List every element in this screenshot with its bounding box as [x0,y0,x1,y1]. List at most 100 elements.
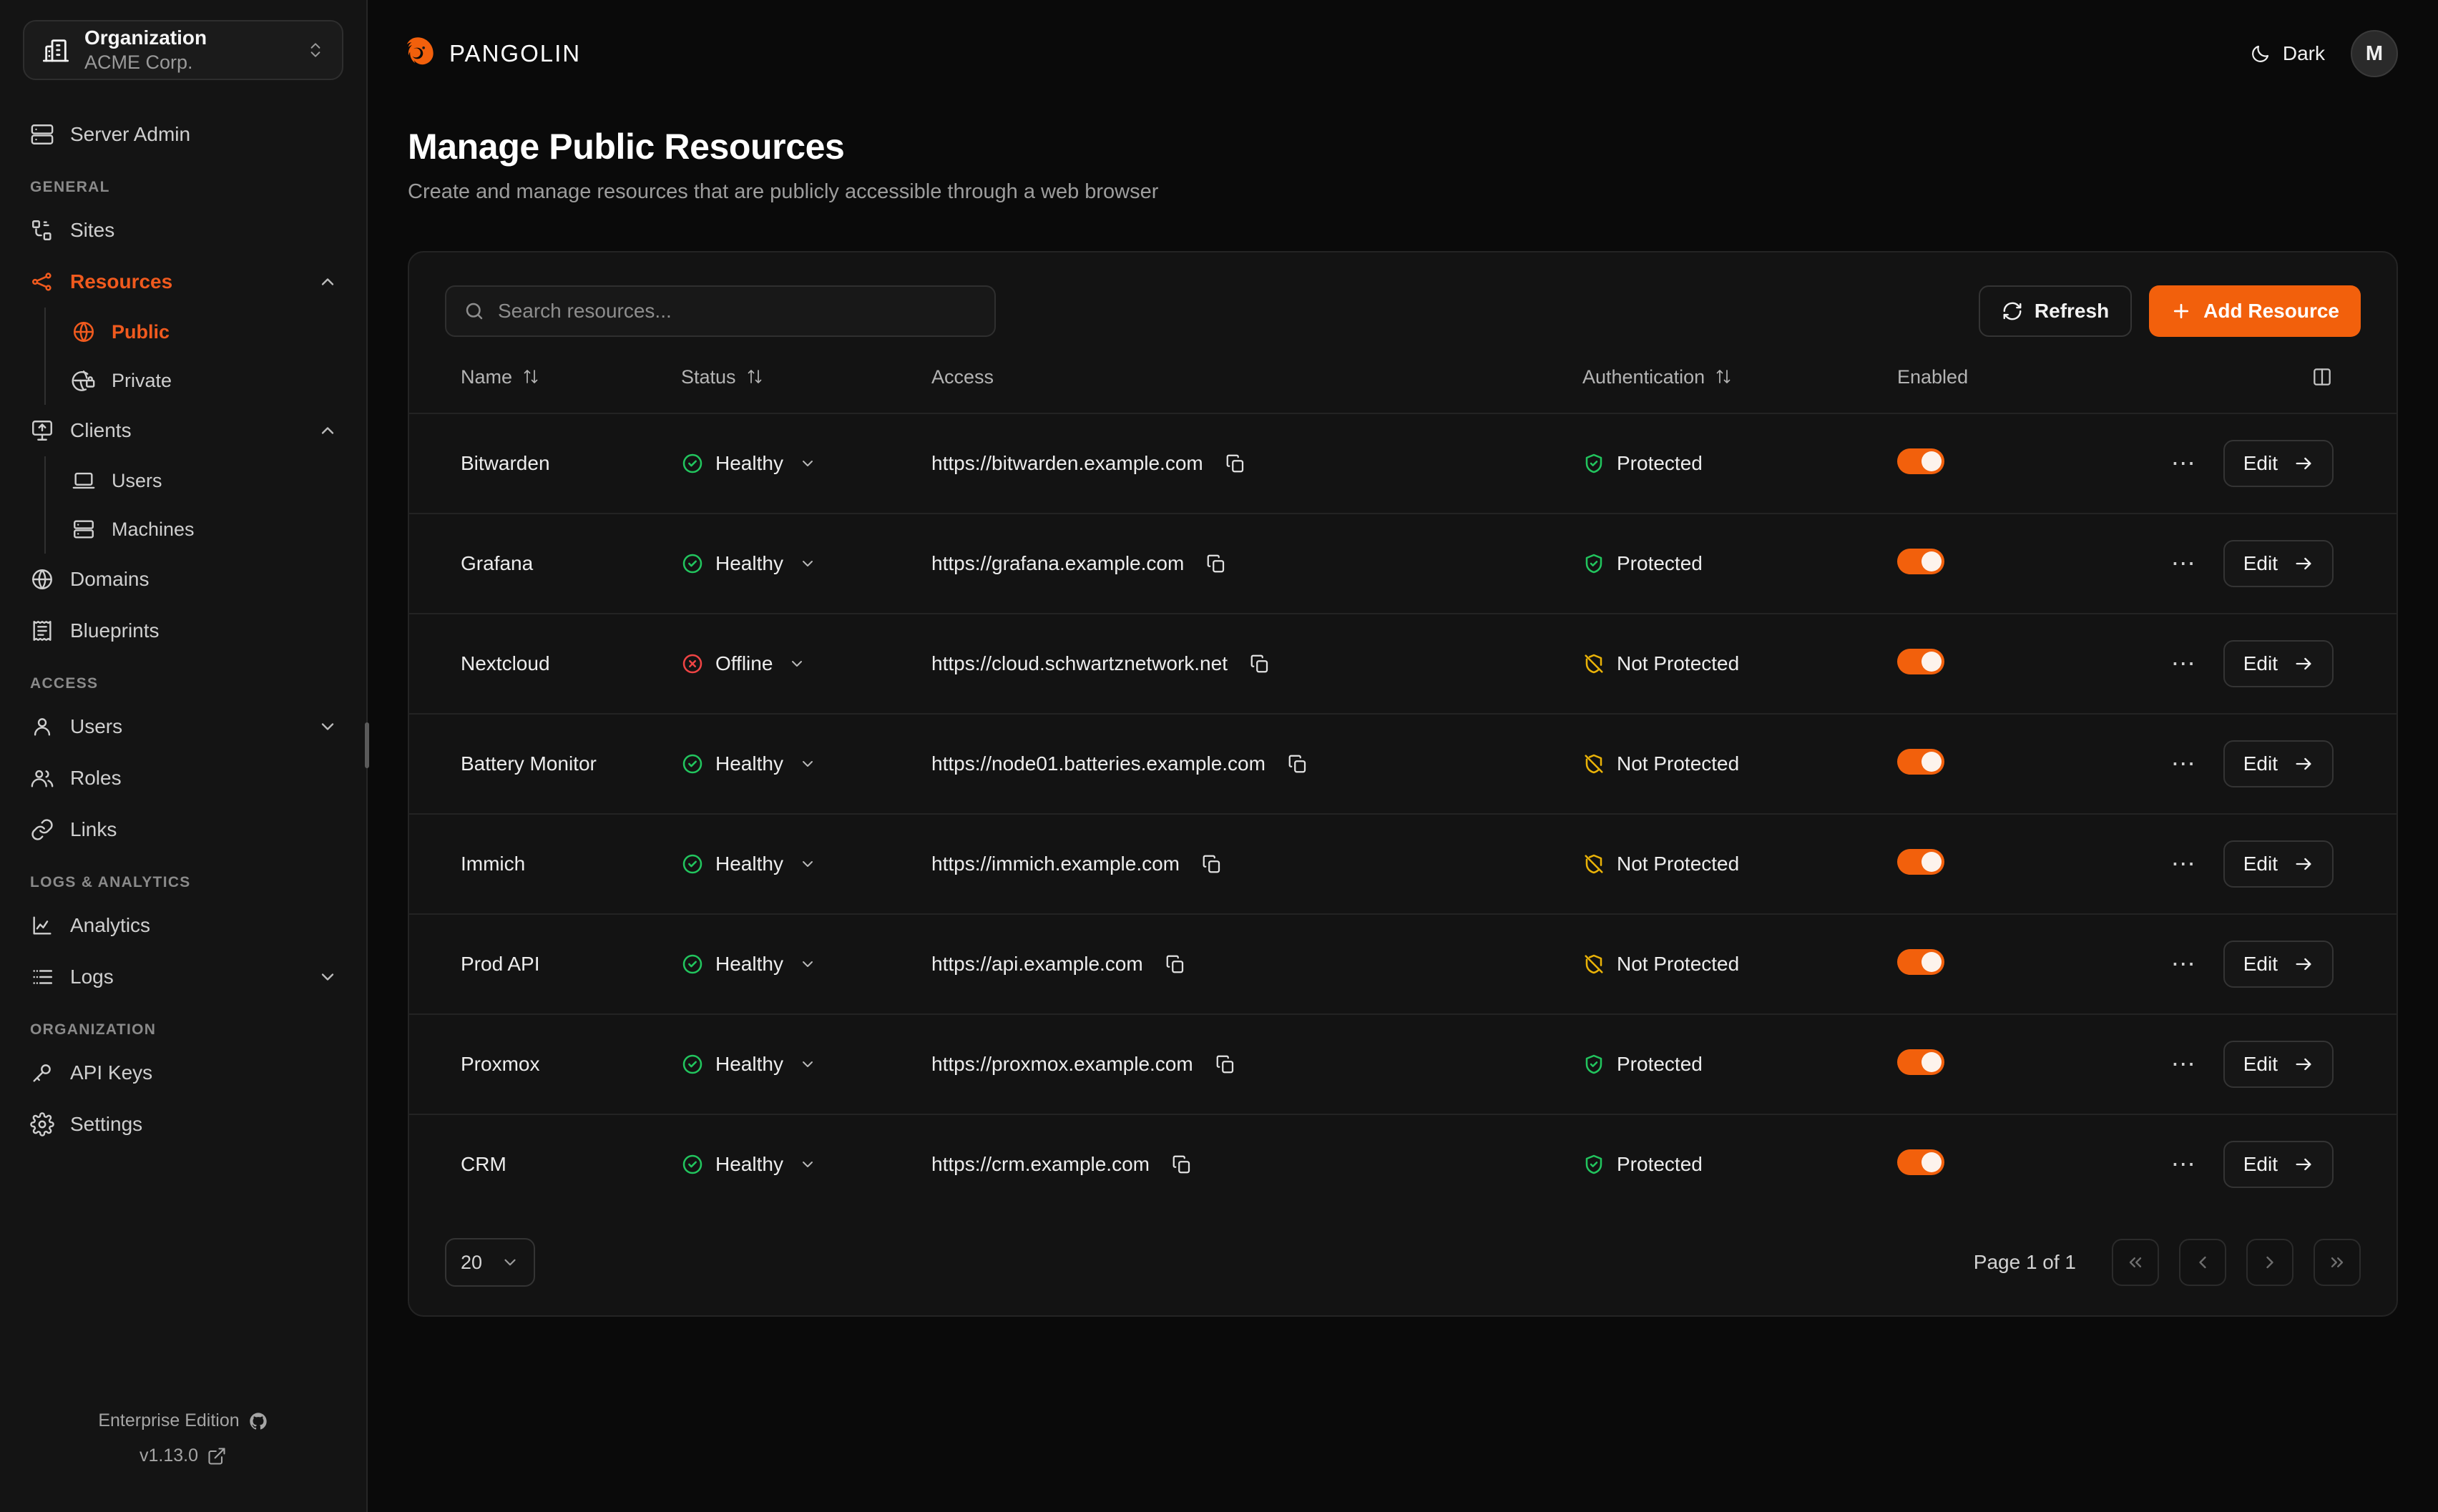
sidebar-item-clients[interactable]: Clients [0,405,366,456]
cell-status[interactable]: Healthy [681,713,931,814]
copy-icon[interactable] [1249,653,1271,674]
resource-url[interactable]: https://proxmox.example.com [931,1053,1193,1075]
sidebar-item-resources[interactable]: Resources [0,256,366,308]
table-row[interactable]: Proxmox Healthy https://proxmox.example.co… [409,1013,2397,1114]
copy-icon[interactable] [1201,853,1223,875]
copy-icon[interactable] [1287,753,1308,775]
enabled-toggle[interactable] [1897,848,1944,875]
next-page-button[interactable] [2246,1239,2293,1286]
table-row[interactable]: Prod API Healthy https://api.example.com No… [409,913,2397,1014]
resource-url[interactable]: https://crm.example.com [931,1153,1150,1175]
edit-button[interactable]: Edit [2223,440,2334,487]
resource-url[interactable]: https://grafana.example.com [931,552,1185,574]
chevron-down-icon[interactable] [318,717,338,737]
table-row[interactable]: CRM Healthy https://crm.example.com Protect… [409,1114,2397,1214]
copy-icon[interactable] [1171,1154,1193,1175]
last-page-button[interactable] [2314,1239,2361,1286]
table-row[interactable]: Immich Healthy https://immich.example.com N… [409,813,2397,914]
ellipsis-icon[interactable]: ⋯ [2170,650,2198,677]
prev-page-button[interactable] [2179,1239,2226,1286]
sidebar-item-analytics[interactable]: Analytics [0,900,366,951]
chevron-down-icon[interactable] [799,956,816,973]
sidebar-item-private[interactable]: Private [46,356,366,405]
sidebar-item-machines[interactable]: Machines [46,505,366,554]
sidebar-item-public[interactable]: Public [46,308,366,356]
ellipsis-icon[interactable]: ⋯ [2170,750,2198,777]
sidebar-item-domains[interactable]: Domains [0,554,366,605]
cell-status[interactable]: Healthy [681,513,931,614]
page-size-select[interactable]: 20 [445,1238,535,1287]
edit-button[interactable]: Edit [2223,540,2334,587]
search-input[interactable] [498,300,977,323]
sidebar-item-logs[interactable]: Logs [0,951,366,1003]
sidebar-item-api-keys[interactable]: API Keys [0,1047,366,1099]
sidebar-item-users[interactable]: Users [0,701,366,752]
ellipsis-icon[interactable]: ⋯ [2170,1151,2198,1178]
copy-icon[interactable] [1205,553,1227,574]
org-switcher[interactable]: Organization ACME Corp. [23,20,343,80]
column-header-name[interactable]: Name [409,365,681,413]
cell-status[interactable]: Healthy [681,913,931,1014]
sidebar-item-settings[interactable]: Settings [0,1099,366,1150]
resource-url[interactable]: https://bitwarden.example.com [931,452,1203,474]
sidebar-item-server-admin[interactable]: Server Admin [0,109,366,160]
cell-status[interactable]: Healthy [681,1114,931,1214]
enabled-toggle[interactable] [1897,448,1944,474]
chevron-up-icon[interactable] [318,421,338,441]
refresh-button[interactable]: Refresh [1978,285,2133,337]
theme-toggle[interactable]: Dark [2250,42,2325,65]
sort-icon[interactable] [746,368,763,386]
column-header-authentication[interactable]: Authentication [1582,365,1897,413]
enabled-toggle[interactable] [1897,948,1944,975]
cell-status[interactable]: Offline [681,613,931,714]
external-link-icon[interactable] [207,1446,227,1466]
column-header-status[interactable]: Status [681,365,931,413]
chevron-up-icon[interactable] [318,272,338,292]
enabled-toggle[interactable] [1897,1049,1944,1075]
chevron-down-icon[interactable] [799,1156,816,1173]
ellipsis-icon[interactable]: ⋯ [2170,951,2198,978]
columns-icon[interactable] [2311,365,2334,388]
edit-button[interactable]: Edit [2223,740,2334,787]
cell-status[interactable]: Healthy [681,413,931,514]
enabled-toggle[interactable] [1897,748,1944,775]
sidebar-item-blueprints[interactable]: Blueprints [0,605,366,657]
chevron-down-icon[interactable] [799,855,816,873]
edit-button[interactable]: Edit [2223,840,2334,888]
chevron-down-icon[interactable] [788,655,806,672]
first-page-button[interactable] [2112,1239,2159,1286]
ellipsis-icon[interactable]: ⋯ [2170,1051,2198,1078]
sort-icon[interactable] [1715,368,1732,386]
chevron-down-icon[interactable] [799,555,816,572]
resource-url[interactable]: https://api.example.com [931,953,1143,975]
ellipsis-icon[interactable]: ⋯ [2170,850,2198,878]
edit-button[interactable]: Edit [2223,1041,2334,1088]
cell-status[interactable]: Healthy [681,1013,931,1114]
sidebar-item-roles[interactable]: Roles [0,752,366,804]
edit-button[interactable]: Edit [2223,1141,2334,1188]
sidebar-resize-handle[interactable] [365,722,369,768]
cell-status[interactable]: Healthy [681,813,931,914]
chevron-down-icon[interactable] [318,967,338,987]
table-row[interactable]: Bitwarden Healthy https://bitwarden.exampl… [409,413,2397,514]
chevron-down-icon[interactable] [799,455,816,472]
copy-icon[interactable] [1225,453,1246,474]
resource-url[interactable]: https://immich.example.com [931,853,1180,875]
edition-line[interactable]: Enterprise Edition [0,1410,366,1431]
ellipsis-icon[interactable]: ⋯ [2170,550,2198,577]
enabled-toggle[interactable] [1897,548,1944,574]
sort-icon[interactable] [522,368,539,386]
enabled-toggle[interactable] [1897,648,1944,674]
table-row[interactable]: Grafana Healthy https://grafana.example.co… [409,513,2397,614]
sidebar-item-users-clients[interactable]: Users [46,456,366,505]
sidebar-item-sites[interactable]: Sites [0,205,366,256]
enabled-toggle[interactable] [1897,1149,1944,1175]
copy-icon[interactable] [1165,953,1186,975]
add-resource-button[interactable]: Add Resource [2149,285,2361,337]
edit-button[interactable]: Edit [2223,941,2334,988]
chevron-down-icon[interactable] [799,1056,816,1073]
search-box[interactable] [445,285,996,337]
sidebar-item-links[interactable]: Links [0,804,366,855]
chevron-down-icon[interactable] [799,755,816,772]
brand[interactable]: PANGOLIN [399,35,581,72]
